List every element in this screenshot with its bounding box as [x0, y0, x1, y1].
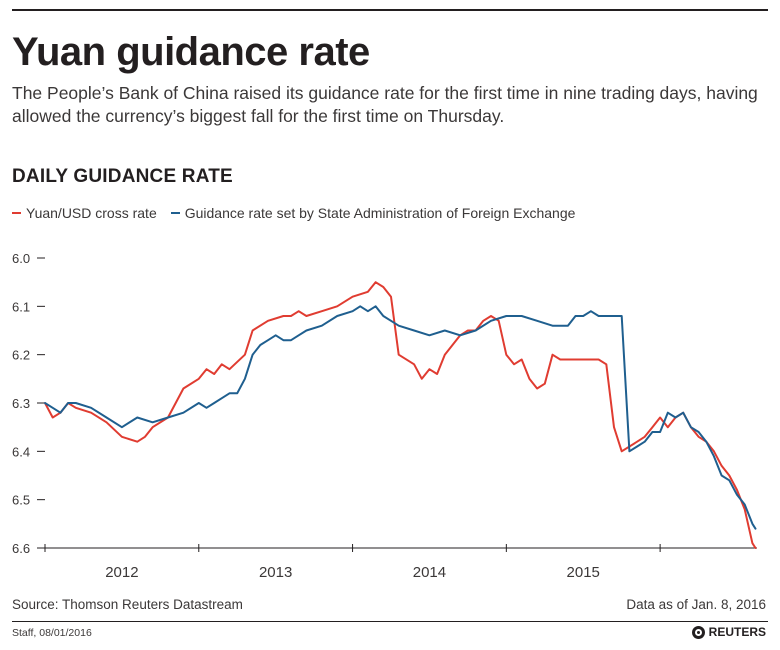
legend-label-cross-rate: Yuan/USD cross rate: [26, 205, 157, 221]
legend-item-guidance-rate: Guidance rate set by State Administratio…: [170, 205, 576, 221]
source-note: Source: Thomson Reuters Datastream: [12, 597, 243, 612]
reuters-logo-text: REUTERS: [708, 625, 766, 639]
page-subtitle: The People’s Bank of China raised its gu…: [12, 83, 758, 126]
y-tick-label: 6.0: [12, 251, 30, 266]
y-tick-label: 6.4: [12, 444, 30, 459]
chart-legend: Yuan/USD cross rate Guidance rate set by…: [12, 205, 575, 221]
line-chart: 6.0 6.1 6.2 6.3 6.4 6.5 6.6 2012 2013 2014 2015: [12, 251, 757, 581]
legend-label-guidance-rate: Guidance rate set by State Administratio…: [184, 205, 576, 221]
top-rule: [12, 9, 768, 11]
x-tick-label: 2015: [567, 564, 600, 581]
reuters-logo-icon: [691, 625, 705, 639]
reuters-logo: REUTERS: [691, 625, 766, 639]
x-tick-label: 2012: [105, 564, 138, 581]
y-tick-label: 6.3: [12, 396, 30, 411]
y-tick-label: 6.1: [12, 299, 30, 314]
chart-section-title: DAILY GUIDANCE RATE: [12, 166, 233, 187]
legend-swatch-cross-rate: [12, 212, 21, 214]
y-tick-label: 6.6: [12, 541, 30, 556]
x-tick-label: 2013: [259, 564, 292, 581]
series-line-guidance-rate: [44, 305, 757, 530]
y-tick-label: 6.2: [12, 348, 30, 363]
data-as-of-note: Data as of Jan. 8, 2016: [626, 597, 766, 612]
staff-credit: Staff, 08/01/2016: [12, 627, 92, 639]
legend-swatch-guidance-rate: [170, 212, 180, 214]
y-tick-label: 6.5: [12, 493, 30, 508]
page-title: Yuan guidance rate: [12, 30, 370, 74]
legend-item-cross-rate: Yuan/USD cross rate: [12, 205, 157, 221]
x-tick-label: 2014: [413, 564, 446, 581]
bottom-rule: [12, 621, 768, 622]
series-line-cross-rate: [44, 281, 757, 549]
